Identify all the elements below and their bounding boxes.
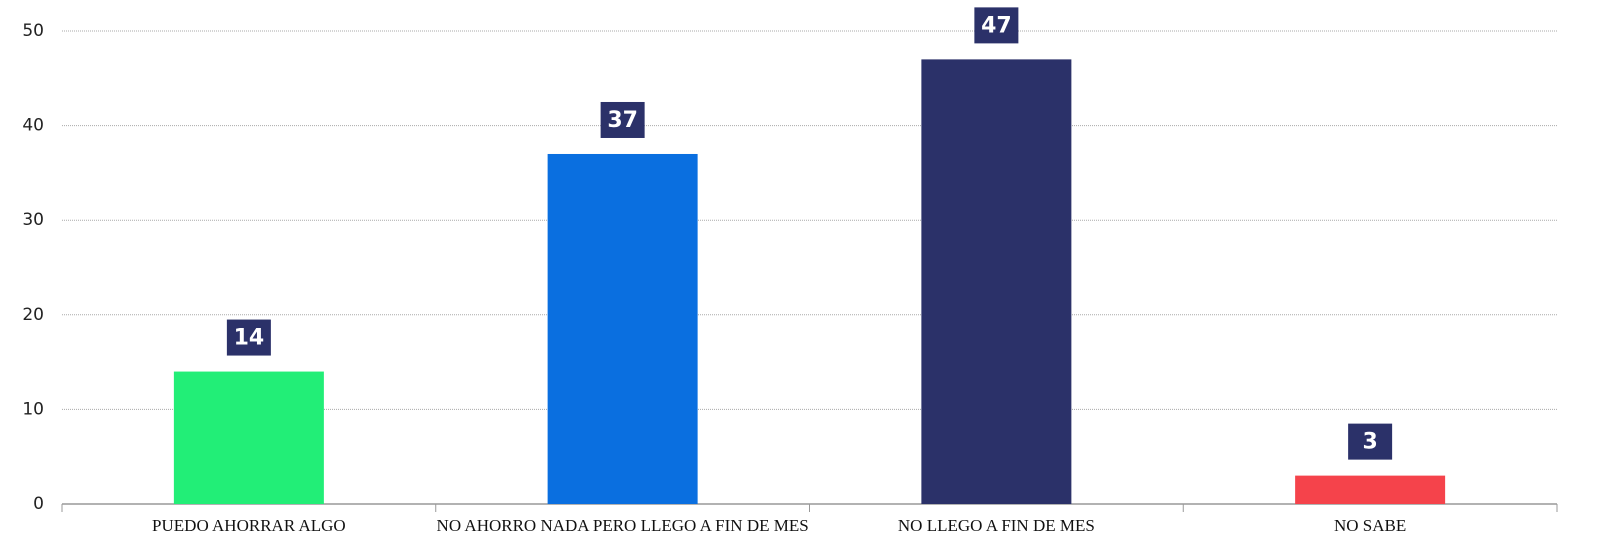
bar	[547, 153, 698, 505]
y-tick-label: 0	[33, 494, 44, 514]
y-tick-label: 30	[22, 210, 44, 230]
value-label-box	[600, 101, 645, 138]
value-label: 3	[1362, 430, 1377, 455]
y-tick-label: 50	[22, 21, 44, 41]
x-tick-label: NO AHORRO NADA PERO LLEGO A FIN DE MES	[437, 516, 809, 535]
value-label-box	[974, 7, 1019, 44]
bar	[1295, 475, 1446, 504]
x-tick-label: PUEDO AHORRAR ALGO	[152, 516, 346, 535]
x-tick-label: NO LLEGO A FIN DE MES	[898, 516, 1095, 535]
y-tick-label: 40	[22, 116, 44, 136]
value-label-box	[226, 319, 271, 356]
bar	[173, 371, 324, 504]
value-label: 37	[607, 108, 638, 133]
x-tick-label: NO SABE	[1334, 516, 1406, 535]
y-tick-label: 20	[22, 305, 44, 325]
y-tick-label: 10	[22, 399, 44, 419]
value-label: 47	[981, 13, 1012, 38]
bar	[921, 59, 1072, 504]
value-label-box	[1348, 423, 1393, 460]
value-label: 14	[234, 326, 265, 351]
